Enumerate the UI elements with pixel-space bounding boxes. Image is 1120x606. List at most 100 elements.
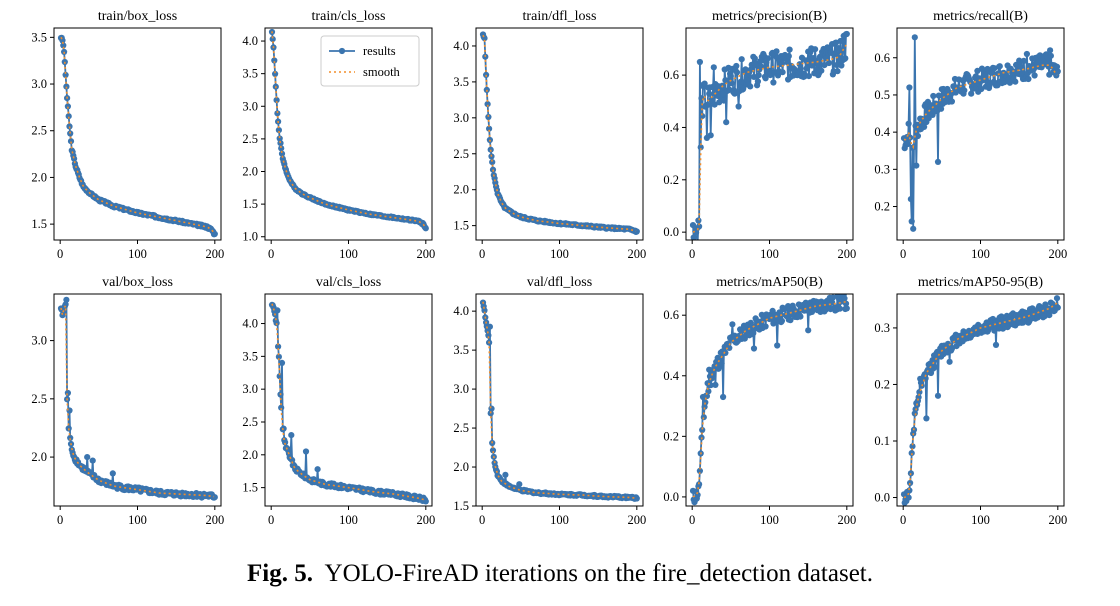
data-point <box>273 320 280 327</box>
data-point <box>728 80 735 87</box>
y-tick-label: 0.0 <box>663 225 679 239</box>
data-point <box>697 144 704 151</box>
data-point <box>1016 57 1023 64</box>
data-point <box>689 222 697 229</box>
axes-frame <box>475 293 644 507</box>
subplot-train-dfl-loss: train/dfl_loss 0 100 200 1.5 2.0 2.5 3.0 3.5 4.0 <box>453 9 646 261</box>
y-tick-label: 2.0 <box>242 448 258 462</box>
data-point <box>747 83 754 90</box>
data-point <box>67 138 75 145</box>
data-point <box>1012 78 1019 85</box>
data-point <box>211 494 218 501</box>
plot-area <box>900 34 1061 232</box>
data-point <box>1023 50 1030 58</box>
data-point <box>834 68 841 75</box>
data-point <box>841 295 848 302</box>
subplot-val-cls-loss: val/cls_loss 0 100 200 1.5 2.0 2.5 3.0 3.5 4.0 <box>242 275 435 527</box>
data-point <box>65 113 72 120</box>
data-point <box>839 37 847 44</box>
data-point <box>750 345 758 352</box>
x-tick-label: 200 <box>205 247 224 261</box>
data-point <box>911 34 918 41</box>
data-point <box>1047 47 1054 54</box>
data-point <box>978 85 985 93</box>
series-smooth-line <box>271 31 426 228</box>
data-point <box>64 389 71 397</box>
y-tick-label: 3.5 <box>31 30 47 44</box>
legend-results-marker <box>338 47 346 55</box>
data-point <box>914 132 922 140</box>
data-point <box>694 491 701 499</box>
data-point <box>805 327 812 334</box>
data-point <box>64 103 71 110</box>
data-point <box>733 62 740 70</box>
data-point <box>948 98 956 105</box>
subplot-metrics-map50-95-b-: metrics/mAP50-95(B) 0 100 200 0.0 0.1 0.2 0.3 <box>874 275 1067 527</box>
y-tick-label: 0.3 <box>874 162 890 176</box>
data-point <box>484 101 491 108</box>
data-point <box>938 105 945 112</box>
legend-box <box>320 35 420 87</box>
x-tick-label: 200 <box>837 513 856 527</box>
y-tick-label: 0.6 <box>663 308 679 322</box>
data-point <box>633 495 640 502</box>
data-point <box>805 73 813 80</box>
series-smooth-line <box>482 301 637 499</box>
x-tick-label: 100 <box>339 513 358 527</box>
subplot-title: train/cls_loss <box>312 9 386 24</box>
data-point <box>704 101 711 108</box>
data-point <box>1047 52 1054 59</box>
y-tick-label: 2.5 <box>31 392 47 406</box>
series-smooth-line <box>692 300 847 498</box>
data-point <box>711 101 718 108</box>
data-point <box>776 309 783 316</box>
data-point <box>991 65 998 72</box>
subplot-title: metrics/precision(B) <box>712 9 827 24</box>
x-tick-label: 200 <box>416 513 435 527</box>
data-point <box>84 454 91 461</box>
x-tick-label: 100 <box>971 247 990 261</box>
data-point <box>727 73 734 80</box>
data-point <box>1031 72 1038 79</box>
x-tick-label: 100 <box>339 247 358 261</box>
data-point <box>701 80 708 87</box>
x-tick-label: 0 <box>268 513 274 527</box>
data-point <box>1017 63 1024 70</box>
y-tick-label: 0.6 <box>874 51 890 65</box>
series-smooth-line <box>60 36 215 234</box>
data-point <box>288 432 295 439</box>
y-tick-label: 2.0 <box>453 183 469 197</box>
data-point <box>913 162 920 169</box>
y-tick-label: 0.4 <box>663 120 679 134</box>
series-smooth-line <box>271 303 426 501</box>
y-tick-label: 4.0 <box>242 317 258 331</box>
data-point <box>485 113 492 121</box>
subplot-train-cls-loss: train/cls_loss 0 100 200 1.0 1.5 2.0 2.5 3.0 3.5 4… <box>242 9 435 261</box>
axes-frame <box>53 27 222 241</box>
data-point <box>698 95 705 102</box>
x-tick-label: 100 <box>971 513 990 527</box>
y-tick-label: 3.5 <box>453 343 469 357</box>
subplot-title: metrics/mAP50(B) <box>716 275 823 290</box>
data-point <box>825 59 833 67</box>
data-point <box>211 230 218 238</box>
data-point <box>907 196 915 203</box>
y-tick-label: 0.4 <box>874 125 890 139</box>
data-point <box>109 470 116 477</box>
data-point <box>744 77 751 84</box>
data-point <box>934 158 942 165</box>
y-tick-label: 2.0 <box>31 450 47 464</box>
data-point <box>915 394 922 401</box>
data-point <box>275 127 282 134</box>
data-point <box>1053 295 1061 302</box>
subplot-title: val/dfl_loss <box>527 275 592 290</box>
y-tick-label: 1.0 <box>242 230 258 244</box>
y-tick-label: 0.5 <box>874 88 890 102</box>
x-tick-label: 200 <box>205 513 224 527</box>
y-tick-label: 1.5 <box>242 197 258 211</box>
data-point <box>314 466 321 473</box>
y-tick-label: 1.5 <box>31 217 47 231</box>
data-point <box>910 225 917 232</box>
data-point <box>302 448 310 455</box>
